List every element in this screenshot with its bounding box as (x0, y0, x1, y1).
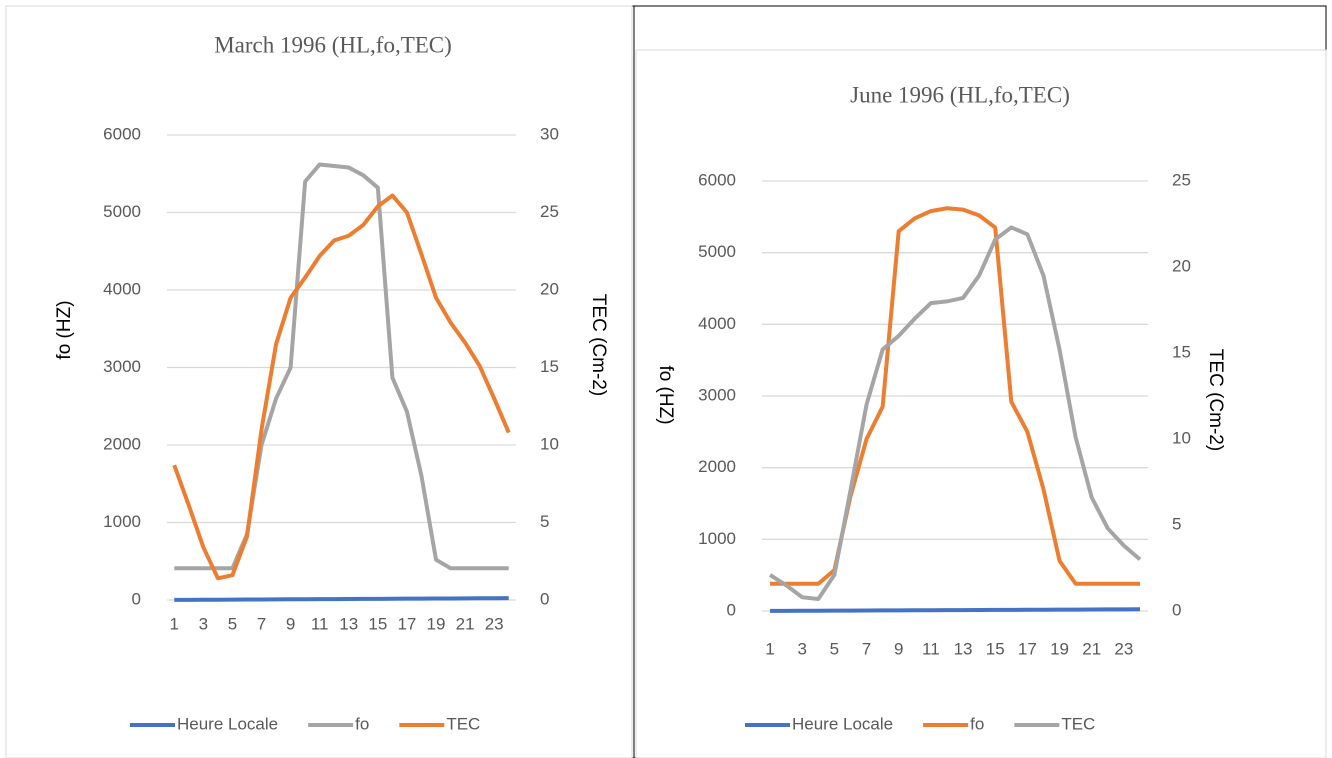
x-tick-label: 15 (368, 614, 387, 633)
y-tick-label: 5000 (103, 202, 141, 221)
chart-title: March 1996 (HL,fo,TEC) (214, 32, 452, 57)
y-tick-label: 5000 (698, 242, 736, 261)
x-tick-label: 13 (339, 614, 358, 633)
y-tick-label: 3000 (103, 357, 141, 376)
chart-title: June 1996 (HL,fo,TEC) (850, 82, 1070, 107)
legend-label: fo (970, 714, 984, 733)
legend-label: TEC (446, 714, 480, 733)
y-tick-label: 1000 (103, 512, 141, 531)
x-tick-label: 19 (1050, 639, 1069, 658)
series-line (770, 607, 1140, 613)
series-line (172, 193, 511, 581)
y-axis-title: fo (HZ) (54, 300, 75, 359)
series-line (768, 225, 1142, 601)
y2-tick-label: 5 (1172, 514, 1181, 533)
x-tick-label: 11 (922, 639, 940, 658)
y2-tick-label: 10 (540, 434, 559, 453)
x-tick-label: 7 (257, 614, 266, 633)
x-tick-label: 23 (485, 614, 504, 633)
x-tick-label: 1 (765, 639, 774, 658)
y2-tick-label: 15 (1172, 342, 1191, 361)
y2-tick-label: 0 (1172, 600, 1181, 619)
x-tick-label: 3 (199, 614, 208, 633)
x-tick-label: 17 (397, 614, 416, 633)
x-tick-label: 7 (862, 639, 871, 658)
y-tick-label: 0 (132, 589, 141, 608)
series-line (174, 596, 509, 602)
x-tick-label: 9 (894, 639, 903, 658)
x-tick-label: 5 (228, 614, 237, 633)
y-tick-label: 0 (727, 600, 736, 619)
x-tick-label: 23 (1114, 639, 1133, 658)
y2-tick-label: 20 (1172, 256, 1191, 275)
x-tick-label: 11 (311, 614, 329, 633)
x-tick-label: 19 (427, 614, 446, 633)
x-tick-label: 9 (286, 614, 295, 633)
x-tick-label: 5 (830, 639, 839, 658)
series-line (174, 162, 509, 571)
y2-tick-label: 10 (1172, 428, 1191, 447)
x-tick-label: 21 (456, 614, 475, 633)
y-tick-label: 4000 (103, 279, 141, 298)
y-tick-label: 3000 (698, 385, 736, 404)
y2-tick-label: 25 (540, 202, 559, 221)
x-tick-label: 21 (1082, 639, 1101, 658)
y2-tick-label: 30 (540, 124, 559, 143)
x-tick-label: 3 (797, 639, 806, 658)
x-tick-label: 13 (954, 639, 973, 658)
y-tick-label: 4000 (698, 314, 736, 333)
legend-label: Heure Locale (177, 714, 278, 733)
x-tick-label: 15 (986, 639, 1005, 658)
legend-label: TEC (1061, 714, 1095, 733)
y2-tick-label: 20 (540, 279, 559, 298)
x-tick-label: 1 (170, 614, 179, 633)
y2-axis-title: TEC (Cm-2) (588, 294, 609, 396)
legend-label: Heure Locale (792, 714, 893, 733)
y2-tick-label: 0 (540, 589, 549, 608)
y-tick-label: 6000 (698, 170, 736, 189)
panel-left (5, 5, 633, 758)
y2-axis-title: TEC (Cm-2) (1205, 349, 1226, 451)
y-tick-label: 6000 (103, 124, 141, 143)
y2-tick-label: 15 (540, 357, 559, 376)
legend-label: fo (355, 714, 369, 733)
y-tick-label: 2000 (698, 457, 736, 476)
x-tick-label: 17 (1018, 639, 1037, 658)
series-line (770, 206, 1140, 586)
panel-right (635, 49, 1327, 758)
y2-tick-label: 25 (1172, 170, 1191, 189)
y-tick-label: 2000 (103, 434, 141, 453)
y2-tick-label: 5 (540, 512, 549, 531)
y-axis-title: fo (HZ) (655, 365, 676, 424)
y-tick-label: 1000 (698, 529, 736, 548)
